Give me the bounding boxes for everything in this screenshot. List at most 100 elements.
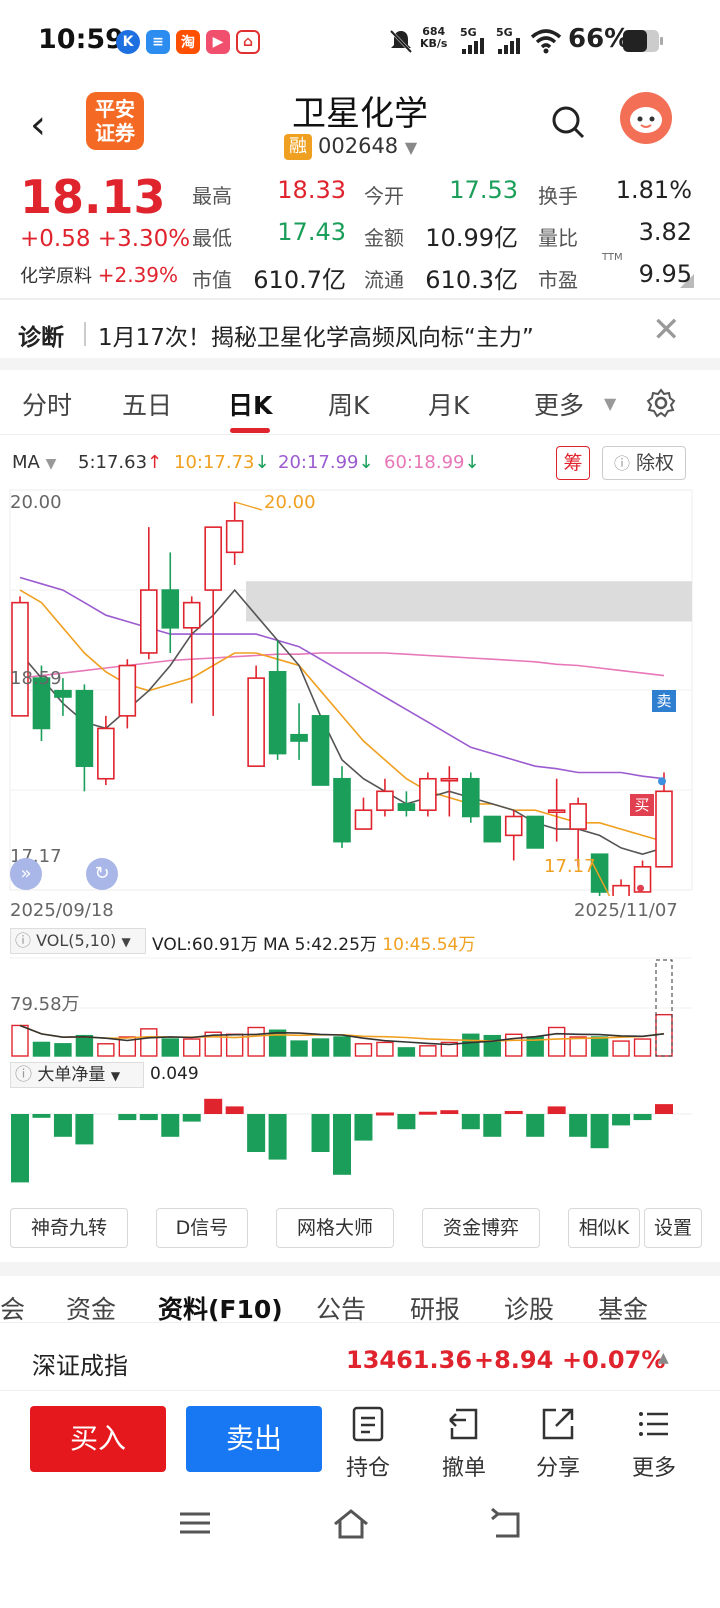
volume-bar <box>311 1038 330 1057</box>
refresh-icon[interactable]: ↻ <box>86 858 118 890</box>
volume-bar <box>97 1043 115 1057</box>
tab-info-1[interactable]: 资金 <box>66 1295 117 1324</box>
tab-info-5[interactable]: 诊股 <box>504 1295 555 1324</box>
ma-label[interactable]: MA ▼ <box>12 452 57 473</box>
expand-icon[interactable]: » <box>10 858 42 890</box>
candle <box>97 727 115 780</box>
kline-chart[interactable] <box>0 486 720 896</box>
candle <box>547 809 566 813</box>
quote-value: 610.3亿 <box>425 266 518 294</box>
tab-chart-0[interactable]: 分时 <box>22 391 73 420</box>
quote-label: 今开 <box>364 184 404 208</box>
big-order-bar <box>139 1114 158 1121</box>
video-app-icon: ▶ <box>206 30 230 54</box>
tab-chart-1[interactable]: 五日 <box>122 391 173 420</box>
chip-distribution-button[interactable]: 筹 <box>556 446 590 480</box>
big-order-value: 0.049 <box>150 1064 199 1084</box>
search-icon[interactable] <box>550 104 586 140</box>
quote-label: 流通 <box>364 268 404 292</box>
quote-label: 最低 <box>192 226 232 250</box>
big-order-bar <box>397 1114 416 1130</box>
divider <box>0 434 720 435</box>
tool-button-4[interactable]: 相似K <box>568 1208 640 1248</box>
close-icon[interactable]: ✕ <box>652 310 681 350</box>
margin-tag: 融 <box>284 134 312 160</box>
tool-button-0[interactable]: 神奇九转 <box>10 1208 128 1248</box>
volume-ma5-line <box>19 1024 665 1046</box>
tool-button-5[interactable]: 设置 <box>644 1208 702 1248</box>
buy-signal-tag: 买 <box>630 794 654 816</box>
sell-button[interactable]: 卖出 <box>186 1406 322 1472</box>
ma20-line <box>19 576 665 780</box>
big-order-bar <box>526 1114 545 1137</box>
tool-button-1[interactable]: D信号 <box>156 1208 248 1248</box>
selected-volume-frame <box>655 959 673 1057</box>
candle <box>397 803 416 811</box>
share-button[interactable]: 分享 <box>518 1406 598 1482</box>
candle <box>590 853 609 893</box>
chevron-down-icon: ▼ <box>604 394 617 413</box>
volume-indicator-selector[interactable]: ⓘ VOL(5,10) ▼ <box>10 928 146 954</box>
volume-chart <box>10 957 692 1057</box>
tool-button-3[interactable]: 资金博弈 <box>422 1208 540 1248</box>
divider <box>0 1262 720 1276</box>
candle <box>290 733 308 742</box>
position-button[interactable]: 持仓 <box>328 1406 408 1482</box>
quote-label: 最高 <box>192 184 232 208</box>
more-button[interactable]: 更多 <box>614 1406 694 1482</box>
tab-chart-2[interactable]: 日K <box>228 391 273 420</box>
status-time: 10:59 <box>38 24 124 55</box>
candle <box>354 809 373 830</box>
chevron-up-icon[interactable]: ▲ <box>658 1350 669 1366</box>
volume-axis-label: 79.58万 <box>10 994 80 1015</box>
tab-info-4[interactable]: 研报 <box>410 1295 461 1324</box>
volume-bar <box>118 1036 137 1057</box>
big-order-bar <box>375 1112 394 1116</box>
tab-info-0[interactable]: 会 <box>0 1295 26 1324</box>
candle <box>225 520 244 554</box>
candle <box>54 689 72 698</box>
low-leader <box>591 861 611 896</box>
recent-apps-icon[interactable] <box>178 1508 212 1538</box>
volume-bar <box>569 1036 587 1057</box>
quote-value: 10.99亿 <box>425 224 518 252</box>
back-icon[interactable]: ‹ <box>30 102 46 148</box>
tab-chart-4[interactable]: 月K <box>428 391 470 420</box>
tab-chart-5[interactable]: 更多 <box>534 391 585 420</box>
big-order-bar <box>53 1114 72 1137</box>
big-order-bar <box>547 1106 566 1114</box>
tool-button-2[interactable]: 网格大师 <box>276 1208 394 1248</box>
tab-info-2[interactable]: 资料(F10) <box>158 1295 283 1324</box>
volume-bar <box>204 1031 222 1057</box>
sector-change[interactable]: 化学原料 +2.39% <box>20 263 179 287</box>
buy-button[interactable]: 买入 <box>30 1406 166 1472</box>
assistant-avatar[interactable] <box>620 92 672 144</box>
quote-value: 1.81% <box>615 176 692 204</box>
volume-bar <box>11 1024 29 1057</box>
stock-code[interactable]: 002648 ▼ <box>318 134 418 158</box>
big-order-selector[interactable]: ⓘ 大单净量 ▼ <box>10 1062 144 1088</box>
ex-rights-button[interactable]: ⓘ 除权 <box>602 446 686 480</box>
diagnosis-text[interactable]: 1月17次！揭秘卫星化学高频风向标“主力” <box>98 325 534 351</box>
tab-info-6[interactable]: 基金 <box>598 1295 649 1324</box>
undo-doc-icon <box>449 1408 478 1440</box>
sell-signal-tag: 卖 <box>652 690 676 712</box>
candle <box>247 677 265 767</box>
broker-logo: 平安 证券 <box>86 92 144 150</box>
back-nav-icon[interactable] <box>488 1508 524 1540</box>
candle <box>526 815 545 849</box>
cancel-order-button[interactable]: 撤单 <box>424 1406 504 1482</box>
big-order-bar <box>204 1098 223 1114</box>
big-order-bar <box>75 1114 94 1145</box>
big-order-bar <box>590 1114 609 1149</box>
index-name[interactable]: 深证成指 <box>32 1352 128 1380</box>
tab-info-3[interactable]: 公告 <box>316 1295 367 1324</box>
big-order-bar <box>333 1114 351 1175</box>
volume-bar <box>483 1034 501 1057</box>
signal-icon-1 <box>462 38 484 54</box>
tab-chart-3[interactable]: 周K <box>328 391 370 420</box>
home-icon[interactable] <box>332 1508 370 1540</box>
candle <box>268 671 287 755</box>
gear-icon[interactable] <box>646 388 676 418</box>
